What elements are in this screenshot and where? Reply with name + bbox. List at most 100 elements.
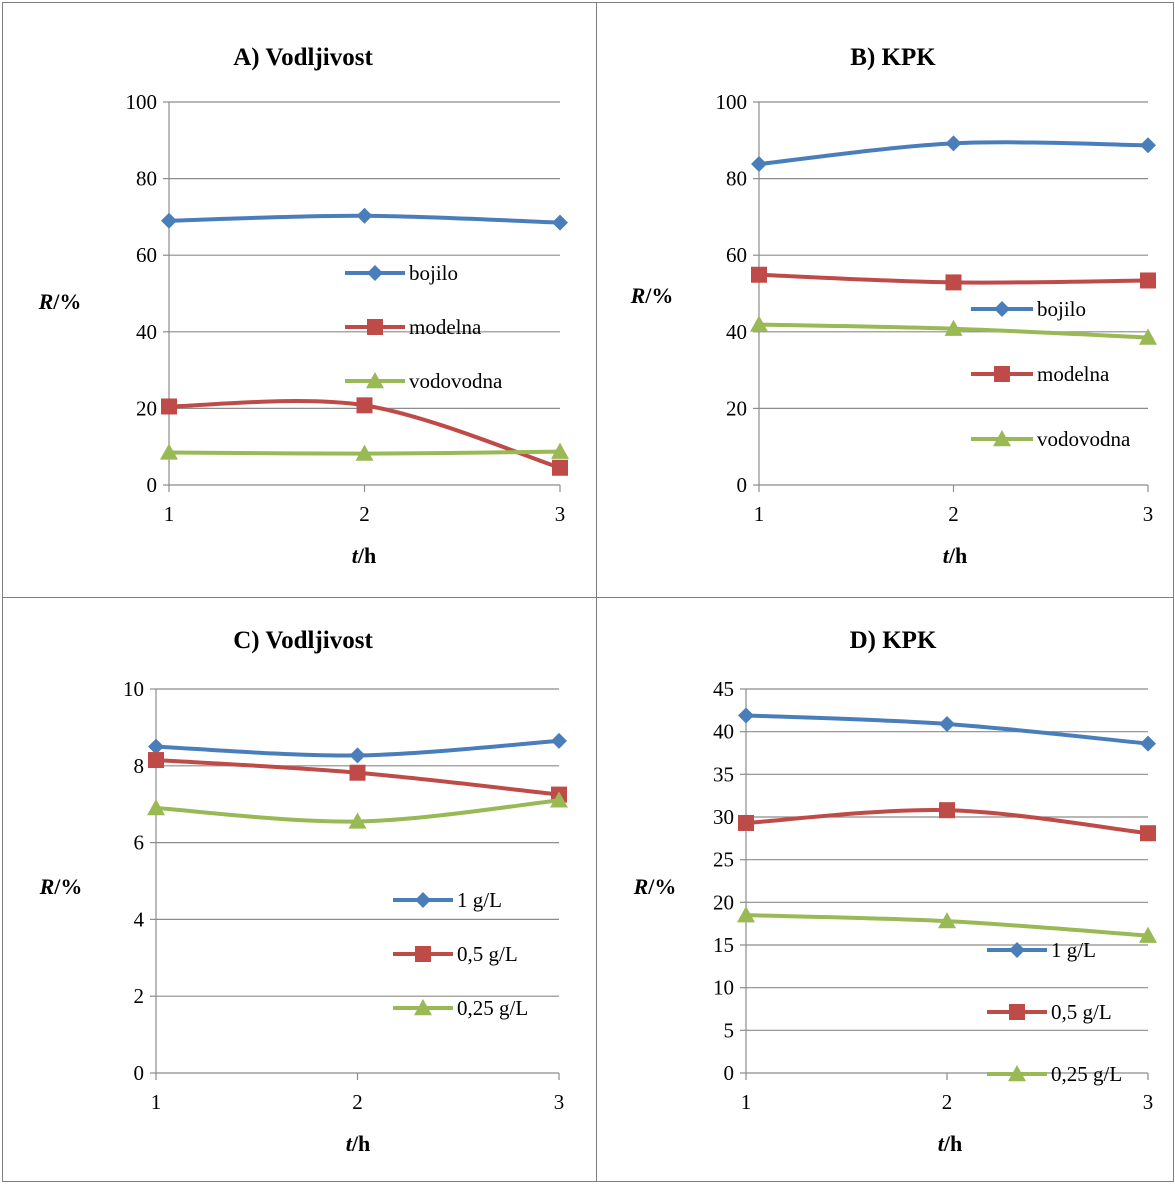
x-tick-label: 1 xyxy=(151,1090,162,1114)
y-axis-label: R/% xyxy=(39,874,83,899)
chart-title: A) Vodljivost xyxy=(233,44,373,71)
chart-title: C) Vodljivost xyxy=(233,627,373,654)
y-axis-label: R/% xyxy=(38,289,82,314)
legend-marker xyxy=(414,999,432,1016)
series-0-5-g-L xyxy=(738,802,1156,842)
data-point xyxy=(1140,137,1156,154)
y-tick-label: 20 xyxy=(713,890,734,914)
data-point xyxy=(1139,328,1157,345)
data-point xyxy=(349,764,366,781)
data-point xyxy=(939,715,955,732)
data-point xyxy=(551,442,569,459)
legend-label: 0,25 g/L xyxy=(1051,1062,1122,1086)
data-point xyxy=(161,398,177,415)
series-vodovodna xyxy=(160,442,569,461)
x-axis-label: t/h xyxy=(938,1131,962,1156)
data-point xyxy=(148,738,164,755)
y-tick-label: 60 xyxy=(136,243,157,267)
y-tick-label: 80 xyxy=(726,167,747,191)
y-tick-label: 100 xyxy=(716,90,748,114)
data-point xyxy=(750,315,768,332)
y-tick-label: 5 xyxy=(724,1018,735,1042)
y-tick-label: 6 xyxy=(134,831,145,855)
data-point xyxy=(738,707,754,724)
data-point xyxy=(552,214,568,231)
data-point xyxy=(356,397,373,414)
x-tick-label: 2 xyxy=(942,1090,953,1114)
chart-d-svg: D) KPK 0 5 10 15 20 25 30 35 40 45 1 2 3 t/h R/% 1 g/L 0,… xyxy=(633,627,1157,1156)
y-axis-label: R/% xyxy=(630,283,674,308)
legend: bojilo modelna vodovodna xyxy=(345,261,503,393)
data-point xyxy=(550,791,568,808)
legend-label: 1 g/L xyxy=(1051,938,1096,962)
y-tick-label: 15 xyxy=(713,933,734,957)
x-axis-label: t/h xyxy=(346,1131,370,1156)
legend-marker xyxy=(366,372,384,389)
data-point xyxy=(355,444,374,461)
y-tick-label: 0 xyxy=(147,473,158,497)
data-point xyxy=(160,443,178,460)
y-tick-label: 40 xyxy=(136,320,157,344)
legend-label: bojilo xyxy=(409,261,458,285)
legend-marker xyxy=(1009,1004,1025,1020)
y-axis-label: R/% xyxy=(633,874,677,899)
x-tick-label: 2 xyxy=(359,502,370,526)
y-tick-label: 20 xyxy=(726,396,747,420)
x-tick-label: 3 xyxy=(1143,502,1154,526)
legend-marker xyxy=(1009,942,1025,958)
x-tick-label: 1 xyxy=(741,1090,752,1114)
data-point xyxy=(945,135,962,152)
y-tick-label: 4 xyxy=(134,907,145,931)
legend-marker xyxy=(415,946,431,962)
x-tick-label: 2 xyxy=(948,502,959,526)
y-tick-label: 20 xyxy=(136,396,157,420)
y-tick-label: 10 xyxy=(123,677,144,701)
data-point xyxy=(751,156,767,173)
legend-marker xyxy=(367,265,383,281)
x-tick-label: 1 xyxy=(754,502,765,526)
y-tick-label: 25 xyxy=(713,848,734,872)
data-point xyxy=(944,319,963,336)
data-point xyxy=(1140,825,1156,842)
series-0-25-g-L xyxy=(737,906,1157,943)
y-tick-label: 30 xyxy=(713,805,734,829)
chart-panel-c: C) Vodljivost 0 2 4 6 8 10 1 2 3 t/h R/% 1 g/L 0,5 g/… xyxy=(2,597,598,1182)
data-point xyxy=(1140,735,1156,752)
data-point xyxy=(939,802,955,819)
x-tick-label: 3 xyxy=(555,502,566,526)
x-tick-label: 1 xyxy=(164,502,175,526)
data-point xyxy=(738,814,754,831)
data-point xyxy=(1140,272,1156,289)
x-tick-label: 2 xyxy=(352,1090,363,1114)
x-axis-label: t/h xyxy=(943,543,967,568)
data-point xyxy=(148,752,164,769)
series-bojilo xyxy=(161,207,568,231)
series-modelna xyxy=(751,266,1156,291)
series-0-25-g-L xyxy=(147,791,568,829)
y-tick-label: 0 xyxy=(724,1061,735,1085)
legend: 1 g/L 0,5 g/L 0,25 g/L xyxy=(393,888,528,1020)
chart-title: D) KPK xyxy=(850,627,937,654)
chart-panel-b: B) KPK 0 20 40 60 80 100 1 2 3 t/h R/% bojilo modelna… xyxy=(596,2,1174,598)
chart-panel-a: A) Vodljivost 0 20 40 60 80 100 1 2 3 t/h R/% bojilo… xyxy=(2,2,598,598)
legend-label: bojilo xyxy=(1037,297,1086,321)
legend: bojilo modelna vodovodna xyxy=(971,297,1131,451)
chart-title: B) KPK xyxy=(850,44,936,71)
legend-marker xyxy=(367,319,383,335)
y-tick-label: 45 xyxy=(713,677,734,701)
data-point xyxy=(161,212,177,229)
legend-label: vodovodna xyxy=(1037,427,1131,451)
y-tick-label: 40 xyxy=(726,320,747,344)
series-1-g-L xyxy=(148,732,567,764)
legend-label: vodovodna xyxy=(409,369,503,393)
x-axis-label: t/h xyxy=(352,543,376,568)
data-point xyxy=(349,747,366,764)
data-point xyxy=(356,207,373,224)
legend-label: 0,5 g/L xyxy=(1051,1000,1112,1024)
legend-label: modelna xyxy=(1037,362,1110,386)
series-modelna xyxy=(161,397,568,476)
y-tick-label: 40 xyxy=(713,720,734,744)
y-tick-label: 0 xyxy=(737,473,748,497)
y-tick-label: 2 xyxy=(134,984,145,1008)
